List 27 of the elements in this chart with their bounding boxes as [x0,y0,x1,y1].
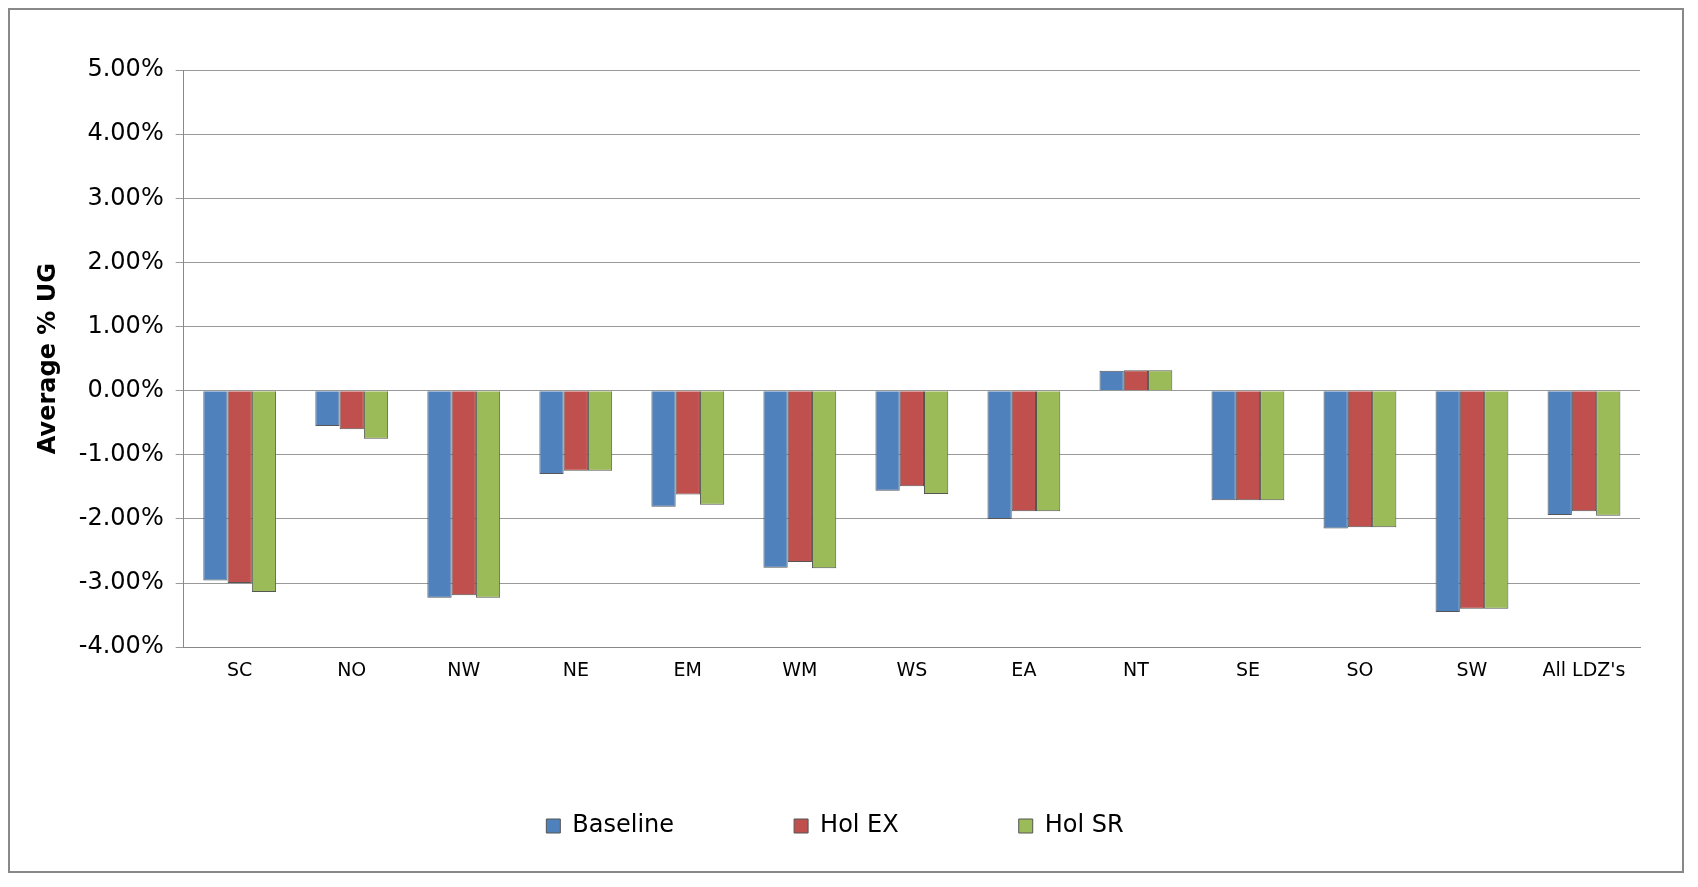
legend-label: Baseline [572,810,675,839]
x-tick-label: SW [1456,657,1488,680]
x-tick-label: SO [1346,657,1374,680]
x-tick-label: EA [1011,657,1037,680]
y-tick-label: -1.00% [78,439,164,468]
x-tick-label: NE [562,657,589,680]
x-tick-label: NW [447,657,481,680]
y-tick-label: 0.00% [87,374,164,403]
x-tick-label: SE [1235,657,1260,680]
x-tick-label: NO [337,657,367,680]
x-tick-label: SC [227,657,253,680]
y-tick-label: -2.00% [78,503,164,532]
x-tick-label: NT [1122,657,1150,680]
y-tick-label: 5.00% [87,54,164,83]
x-tick-label: EM [673,657,703,680]
y-axis-title: Average % UG [32,263,61,455]
legend-label: Hol SR [1044,810,1124,839]
y-tick-label: 2.00% [87,246,164,275]
x-tick-label: WS [896,657,928,680]
x-tick-label: All LDZ's [1542,657,1626,680]
y-tick-label: 1.00% [87,310,164,339]
y-tick-label: 4.00% [87,118,164,147]
legend-label: Hol EX [820,810,899,839]
y-tick-label: -3.00% [78,567,164,596]
y-tick-label: 3.00% [87,182,164,211]
x-tick-label: WM [782,657,818,680]
y-tick-label: -4.00% [78,631,164,660]
